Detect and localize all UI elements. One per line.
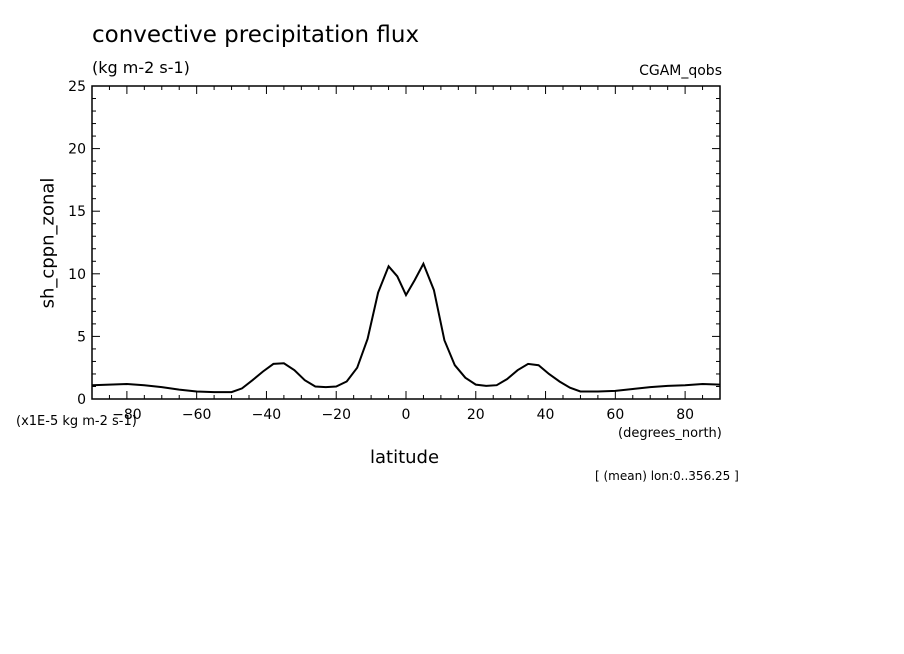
y-scale-note: (x1E-5 kg m-2 s-1): [16, 414, 137, 429]
plot-frame: [91, 85, 721, 400]
x-tick-label: 60: [606, 407, 624, 423]
x-tick-label: −20: [321, 407, 351, 423]
chart-title: convective precipitation flux: [92, 22, 420, 48]
x-tick-label: 40: [537, 407, 555, 423]
x-tick-label: −80: [112, 407, 142, 423]
x-axis-unit: (degrees_north): [618, 426, 722, 441]
x-axis-label: latitude: [370, 447, 440, 468]
y-tick-label: 10: [68, 267, 86, 283]
axes: [91, 85, 721, 400]
series-line: [91, 261, 721, 394]
x-tick-label: 80: [676, 407, 694, 423]
y-tick-label: 20: [68, 142, 86, 158]
tick-marks: [91, 85, 721, 400]
tick-labels: −80 −60 −40 −20 0 20 40 60 80 0 5 10 15 20 25: [68, 79, 694, 423]
y-tick-label: 0: [77, 392, 86, 408]
y-tick-label: 25: [68, 79, 86, 95]
x-tick-label: −40: [252, 407, 282, 423]
y-tick-label: 15: [68, 204, 86, 220]
x-tick-label: 20: [467, 407, 485, 423]
footnote: [ (mean) lon:0..356.25 ]: [595, 469, 739, 483]
chart-units: (kg m-2 s-1): [92, 58, 190, 77]
x-tick-label: 0: [402, 407, 411, 423]
x-tick-label: −60: [182, 407, 212, 423]
dataset-label: CGAM_qobs: [639, 63, 722, 79]
y-tick-label: 5: [77, 329, 86, 345]
